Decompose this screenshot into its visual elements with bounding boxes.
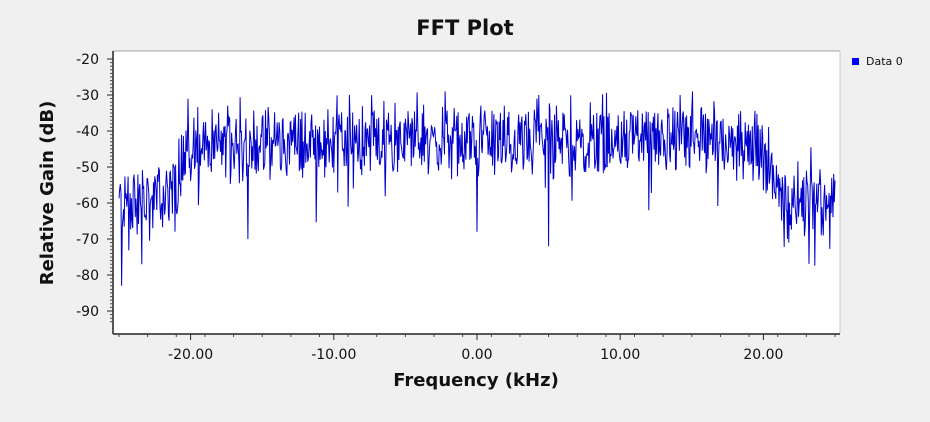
x-tick-label: -20.00 (168, 347, 213, 363)
x-tick-label: 20.00 (743, 347, 783, 363)
y-tick-label: -40 (76, 124, 99, 140)
y-tick-label: -70 (76, 232, 99, 248)
x-axis: -20.00 -10.00 0.00 10.00 20.00 (113, 333, 840, 363)
x-axis-label: Frequency (kHz) (393, 370, 559, 391)
legend-swatch (852, 58, 859, 65)
y-tick-label: -80 (76, 268, 99, 284)
y-axis: -20 -30 -40 -50 -60 -70 -80 -90 (76, 51, 114, 334)
y-tick-label: -20 (76, 52, 99, 68)
x-tick-label: 0.00 (461, 347, 492, 363)
y-tick-label: -60 (76, 196, 99, 212)
x-tick-label: -10.00 (311, 347, 356, 363)
chart-title: FFT Plot (416, 16, 514, 40)
legend-label: Data 0 (866, 55, 903, 68)
y-tick-label: -50 (76, 160, 99, 176)
series-line-data-0 (118, 91, 836, 286)
y-tick-label: -30 (76, 88, 99, 104)
legend: Data 0 (852, 55, 903, 68)
data-series-data-0 (118, 91, 836, 286)
y-tick-label: -90 (76, 304, 99, 320)
x-tick-label: 10.00 (600, 347, 640, 363)
y-axis-label: Relative Gain (dB) (37, 101, 58, 286)
